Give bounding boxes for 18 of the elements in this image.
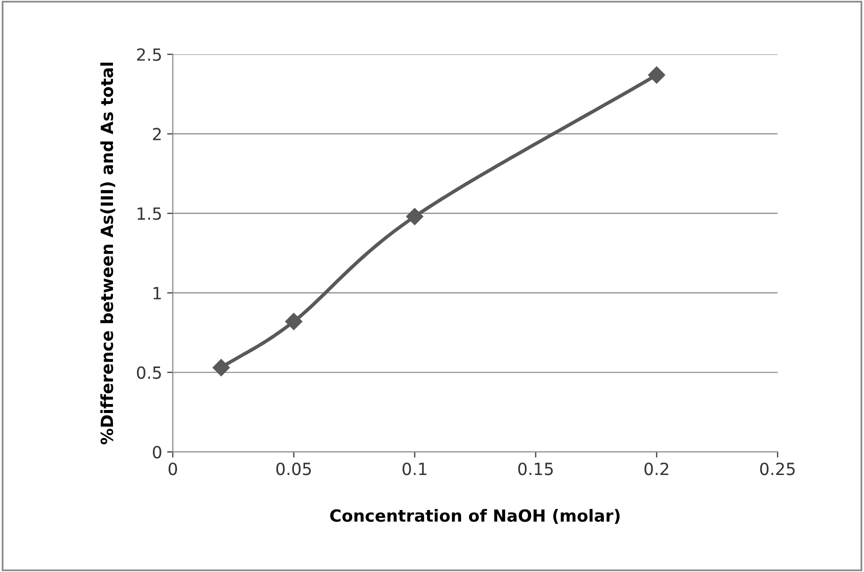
y-tick-label: 0.5 [136,366,161,379]
y-tick-label: 2 [153,128,161,140]
y-tick-label: 0 [152,446,162,458]
x-tick-label: 0.25 [760,462,795,476]
y-axis-title: %Difference between As(III) and As total [100,62,116,444]
y-tick-label: 1.5 [138,208,161,220]
point [648,66,666,84]
x-axis-title: Concentration of NaOH (molar) [330,508,620,524]
x-tick-label: 0.1 [402,462,426,476]
y-tick-label: 2.5 [137,48,161,61]
point [285,312,302,330]
y-tick-label: 1 [154,287,161,300]
x-tick-label: 0.15 [518,462,553,476]
x-tick-label: 0 [168,462,177,476]
x-tick-label: 0.2 [644,462,668,476]
point [212,359,230,376]
point [406,208,424,226]
x-tick-label: 0.05 [276,462,311,476]
